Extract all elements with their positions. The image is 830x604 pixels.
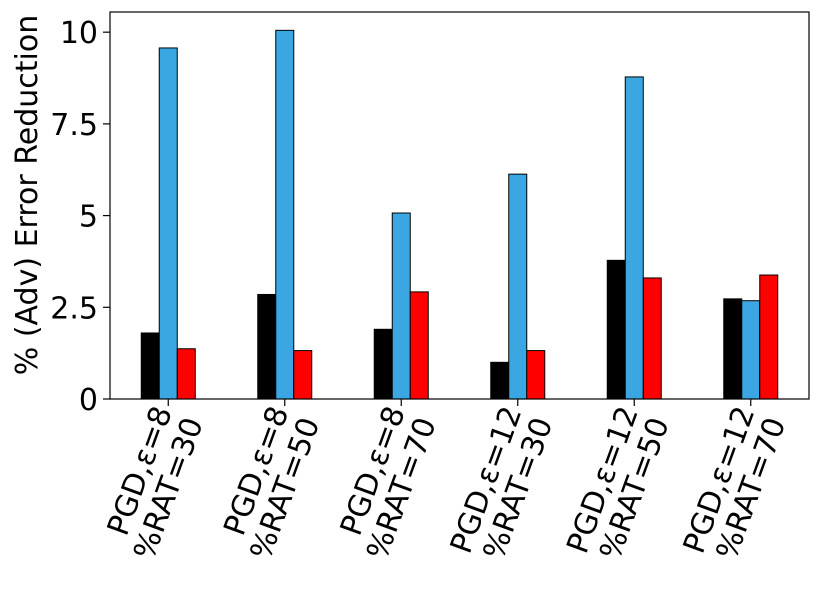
y-axis-ticks: 0 2.5 5 7.5 10: [50, 16, 110, 418]
bars-group: [140, 29, 779, 400]
x-axis-ticks: PGD,ε=8%RAT=30 PGD,ε=8%RAT=50 PGD,ε=8%RAT=…: [96, 399, 793, 570]
bar-series1-category6: [723, 298, 743, 400]
bar-series1-category4: [490, 361, 510, 400]
bar-series3-category3: [409, 291, 429, 400]
x-tick-label: PGD,ε=12%RAT=70: [677, 402, 793, 570]
bar-series3-category1: [176, 348, 196, 400]
bar-series2-category2: [275, 29, 295, 400]
y-tick-label: 2.5: [50, 291, 98, 326]
bar-series2-category6: [741, 300, 761, 400]
x-tick-label: PGD,ε=12%RAT=30: [444, 402, 560, 570]
bar-series3-category2: [293, 350, 313, 400]
x-tick-label: PGD,ε=8%RAT=30: [96, 402, 211, 564]
y-tick-label: 10: [60, 16, 98, 51]
y-tick-label: 0: [79, 383, 98, 418]
bar-series2-category1: [158, 47, 178, 400]
x-tick-label: PGD,ε=8%RAT=70: [329, 402, 444, 564]
y-tick-label: 5: [79, 200, 98, 235]
bar-series2-category4: [508, 173, 528, 400]
bar-series3-category5: [642, 277, 662, 400]
bar-series3-category4: [526, 350, 546, 400]
bar-series2-category3: [391, 212, 411, 400]
bar-series3-category6: [759, 274, 779, 400]
y-axis-label: % (Adv) Error Reduction: [10, 15, 45, 375]
bar-series1-category5: [606, 259, 626, 400]
bar-series2-category5: [624, 76, 644, 400]
axes-frame: [109, 11, 810, 400]
bar-series1-category1: [140, 332, 160, 400]
x-tick-label: PGD,ε=8%RAT=50: [213, 402, 328, 564]
bar-series1-category2: [257, 293, 277, 400]
x-tick-label: PGD,ε=12%RAT=50: [560, 402, 676, 570]
bar-series1-category3: [373, 328, 393, 400]
y-tick-label: 7.5: [50, 108, 98, 143]
